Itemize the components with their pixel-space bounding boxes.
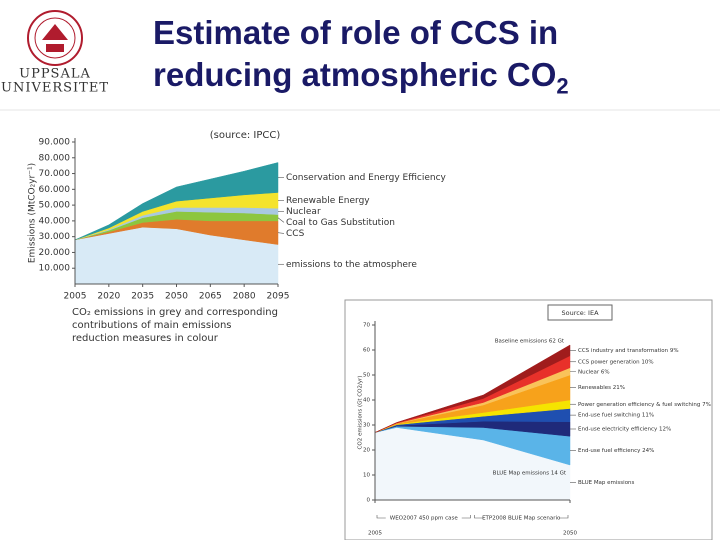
- y-tick-label: 90.000: [39, 138, 71, 148]
- logo-line: UNIVERSITET: [1, 81, 109, 96]
- annotation: BLUE Map emissions 14 Gt: [493, 471, 567, 477]
- x-tick-label: 2050: [563, 531, 577, 537]
- series-label: Renewables 21%: [578, 385, 625, 391]
- series-label: Coal to Gas Substitution: [286, 218, 395, 228]
- y-tick-label: 40: [363, 398, 370, 404]
- series-label: Power generation efficiency & fuel switc…: [578, 402, 711, 408]
- logo-line: UPPSALA: [19, 67, 91, 82]
- y-tick-label: 50.000: [39, 201, 71, 211]
- series-label: End-use electricity efficiency 12%: [578, 427, 671, 433]
- source-box: [547, 304, 613, 321]
- y-axis-label: CO2 emissions (Gt CO2/yr): [358, 376, 364, 450]
- title-subscript: 2: [556, 73, 569, 99]
- x-tick-label: 2080: [233, 292, 256, 302]
- y-tick-label: 10: [363, 473, 370, 479]
- source: (source: IPCC): [210, 130, 281, 141]
- y-tick-label: 30: [363, 423, 370, 429]
- series-label: emissions to the atmosphere: [286, 260, 417, 270]
- y-tick-label: 70: [363, 323, 370, 329]
- y-tick-label: 40.000: [39, 216, 71, 226]
- y-tick-label: 30.000: [39, 232, 71, 242]
- seal-inner: [34, 17, 76, 59]
- scenario-bg: [385, 514, 462, 522]
- series-label: CCS industry and transformation 9%: [578, 348, 679, 354]
- y-tick-label: 60.000: [39, 185, 71, 195]
- y-tick-label: 70.000: [39, 169, 71, 179]
- source: Source: IEA: [561, 309, 599, 317]
- title-line: reducing atmospheric CO2: [153, 54, 569, 108]
- scenario-label: ETP2008 BLUE Map scenario: [482, 516, 561, 522]
- seal-ring: [27, 10, 83, 66]
- y-tick-label: 0: [367, 498, 371, 504]
- scenario-bg: [483, 514, 560, 522]
- logo: UPPSALA UNIVERSITET: [1, 10, 109, 96]
- x-tick-label: 2035: [131, 292, 154, 302]
- series-label: End-use fuel switching 11%: [578, 413, 654, 419]
- scenario-label: WEO2007 450 ppm case: [390, 516, 459, 522]
- x-tick-label: 2020: [97, 292, 120, 302]
- y-tick-label: 20.000: [39, 248, 71, 258]
- y-tick-label: 20: [363, 448, 370, 454]
- leader-line: [277, 232, 285, 234]
- series-label: Nuclear: [286, 207, 321, 217]
- annotation: Baseline emissions 62 Gt: [495, 339, 565, 345]
- x-tick-label: 2065: [199, 292, 222, 302]
- x-tick-label: 2095: [267, 292, 290, 302]
- series-label: CCS: [286, 229, 305, 239]
- y-tick-label: 50: [363, 373, 370, 379]
- series-label: Conservation and Energy Efficiency: [286, 173, 447, 183]
- x-tick-label: 2005: [368, 531, 382, 537]
- series-label: Nuclear 6%: [578, 369, 610, 375]
- series-label: CCS power generation 10%: [578, 359, 654, 365]
- leader-line: [277, 217, 285, 223]
- title-text: reducing atmospheric CO: [153, 56, 557, 93]
- y-tick-label: 80.000: [39, 153, 71, 163]
- series-label: Renewable Energy: [286, 196, 370, 206]
- chart-caption: CO₂ emissions in grey and corresponding …: [72, 307, 278, 344]
- series-label: BLUE Map emissions: [578, 480, 635, 486]
- slide-title: Estimate of role of CCS in reducing atmo…: [153, 12, 569, 108]
- title-line: Estimate of role of CCS in: [153, 14, 559, 51]
- x-tick-label: 2050: [165, 292, 188, 302]
- series-label: End-use fuel efficiency 24%: [578, 448, 654, 454]
- seal-emblem: [42, 24, 68, 52]
- y-tick-label: 60: [363, 348, 370, 354]
- y-axis-label: Emissions (MtCO₂yr⁻¹): [28, 163, 38, 263]
- y-tick-label: 10.000: [39, 264, 71, 274]
- x-tick-label: 2005: [64, 292, 87, 302]
